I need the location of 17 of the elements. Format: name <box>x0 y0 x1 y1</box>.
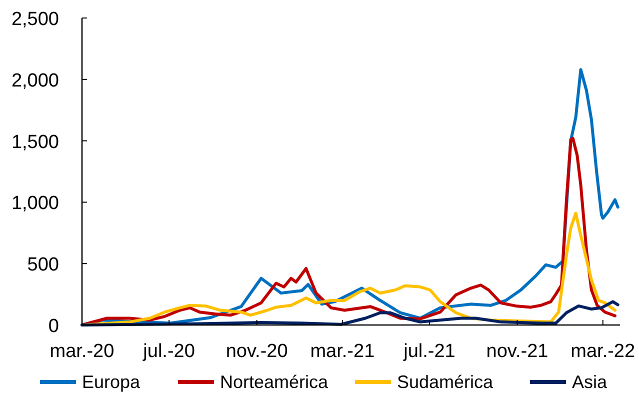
legend-label: Europa <box>82 372 142 392</box>
y-tick-label: 2,000 <box>11 70 59 92</box>
y-tick-label: 2,500 <box>11 9 59 30</box>
y-tick-label: 500 <box>27 254 59 276</box>
x-tick-label: nov.-21 <box>486 341 548 362</box>
legend-label: Asia <box>572 372 608 392</box>
x-tick-label: mar.-22 <box>570 341 636 362</box>
legend-label: Norteamérica <box>220 372 330 392</box>
y-tick-label: 1,000 <box>11 193 59 214</box>
x-tick-label: jul.-20 <box>142 341 195 362</box>
legend-label: Sudamérica <box>397 372 494 392</box>
x-tick-label: mar.-21 <box>310 341 375 362</box>
x-tick-label: mar.-20 <box>50 341 114 362</box>
y-tick-label: 0 <box>48 316 59 337</box>
y-tick-label: 1,500 <box>11 132 59 153</box>
x-tick-label: jul.-21 <box>402 341 456 362</box>
x-tick-label: nov.-20 <box>226 341 288 362</box>
